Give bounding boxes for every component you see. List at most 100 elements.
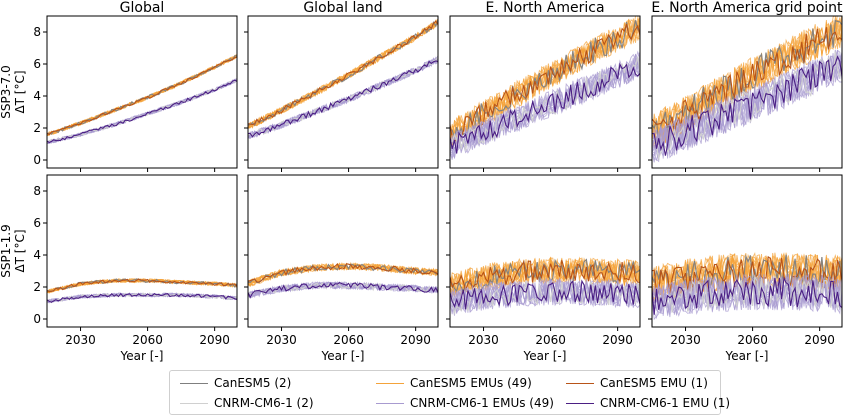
panel-frame xyxy=(46,174,238,328)
ensemble-line xyxy=(47,79,237,144)
single-emulation-line xyxy=(652,276,842,315)
x-tick-label: 2060 xyxy=(333,333,364,347)
row-label: SSP3-7.0 ΔT [°C] xyxy=(0,65,27,119)
x-tick-label: 2030 xyxy=(468,333,499,347)
ensemble-line xyxy=(47,278,237,293)
panel-frame xyxy=(449,174,641,328)
y-tick-label: 0 xyxy=(33,153,41,167)
legend-swatch xyxy=(566,382,594,384)
y-tick-label: 4 xyxy=(33,248,41,262)
panel-lines xyxy=(248,261,438,299)
legend-entry: CanESM5 EMU (1) xyxy=(566,373,732,393)
panel-frame xyxy=(651,174,843,328)
ensemble-line xyxy=(248,59,438,139)
single-emulation-line xyxy=(248,20,438,126)
panel-frame xyxy=(247,15,439,169)
x-tick-label: 2030 xyxy=(65,333,96,347)
single-emulation-line xyxy=(47,292,237,303)
panel-frame xyxy=(247,174,439,328)
ensemble-line xyxy=(47,79,237,144)
column-title: Global land xyxy=(303,0,382,16)
legend-label: CNRM-CM6-1 EMUs (49) xyxy=(410,396,554,410)
x-tick-label: 2090 xyxy=(400,333,431,347)
model-line xyxy=(248,263,438,284)
y-tick-label: 8 xyxy=(33,25,41,39)
column-title: E. North America xyxy=(485,0,604,16)
x-tick-label: 2060 xyxy=(737,333,768,347)
chart-panel: E. North America xyxy=(446,0,641,172)
single-emulation-line xyxy=(450,279,640,310)
ensemble-line xyxy=(652,53,842,159)
y-axis-label: ΔT [°C] xyxy=(13,229,27,272)
y-tick-label: 4 xyxy=(33,89,41,103)
panel-lines xyxy=(450,256,640,316)
x-tick-label: 2030 xyxy=(670,333,701,347)
ensemble-line xyxy=(248,281,438,299)
single-emulation-line xyxy=(652,255,842,295)
x-tick-label: 2090 xyxy=(602,333,633,347)
single-emulation-line xyxy=(450,62,640,154)
ensemble-line xyxy=(47,78,237,145)
panel-frame xyxy=(651,15,843,169)
y-axis-label: ΔT [°C] xyxy=(13,70,27,113)
ensemble-line xyxy=(47,53,237,136)
ensemble-line xyxy=(652,19,842,143)
panel-lines xyxy=(248,18,438,140)
legend-swatch xyxy=(376,382,404,384)
x-tick-label: 2030 xyxy=(266,333,297,347)
panel-lines xyxy=(652,16,842,163)
x-axis-label: Year [-] xyxy=(321,349,365,363)
single-emulation-line xyxy=(47,278,237,293)
legend-swatch xyxy=(566,402,594,404)
x-tick-label: 2090 xyxy=(199,333,230,347)
single-emulation-line xyxy=(47,56,237,136)
single-emulation-line xyxy=(652,55,842,156)
legend-label: CNRM-CM6-1 (2) xyxy=(214,396,314,410)
single-emulation-line xyxy=(47,79,237,144)
x-axis-label: Year [-] xyxy=(523,349,567,363)
y-tick-label: 0 xyxy=(33,312,41,326)
panel-lines xyxy=(652,252,842,321)
single-emulation-line xyxy=(248,281,438,299)
legend-label: CanESM5 EMUs (49) xyxy=(410,376,532,390)
single-emulation-line xyxy=(248,262,438,283)
ensemble-line xyxy=(47,78,237,144)
legend: CanESM5 (2) CanESM5 EMUs (49) CanESM5 EM… xyxy=(169,370,730,415)
model-line xyxy=(47,79,237,143)
legend-label: CanESM5 (2) xyxy=(214,376,292,390)
legend-entry: CanESM5 EMUs (49) xyxy=(376,373,566,393)
ensemble-line xyxy=(652,49,842,161)
legend-entry: CNRM-CM6-1 EMU (1) xyxy=(566,393,732,413)
ensemble-line xyxy=(47,79,237,144)
chart-panel: 2030 2060 2090 Year [-] xyxy=(648,174,843,363)
row-label: SSP1-1.9 ΔT [°C] xyxy=(0,224,27,278)
scenario-label: SSP1-1.9 xyxy=(0,224,13,278)
ensemble-line xyxy=(450,53,640,159)
scenario-label: SSP3-7.0 xyxy=(0,65,13,119)
legend-entry: CNRM-CM6-1 EMUs (49) xyxy=(376,393,566,413)
model-line xyxy=(652,274,842,313)
x-tick-label: 2060 xyxy=(535,333,566,347)
single-emulation-line xyxy=(450,260,640,292)
chart-panel: 0 2 4 6 8 Global xyxy=(33,0,238,172)
y-tick-label: 6 xyxy=(33,216,41,230)
panel-lines xyxy=(47,277,237,304)
legend-label: CanESM5 EMU (1) xyxy=(600,376,708,390)
legend-swatch xyxy=(180,382,208,384)
model-line xyxy=(248,56,438,136)
ensemble-line xyxy=(450,257,640,294)
y-tick-label: 2 xyxy=(33,280,41,294)
column-title: E. North America grid point xyxy=(651,0,843,16)
ensemble-line xyxy=(450,61,640,158)
ensemble-line xyxy=(47,79,237,145)
chart-panel: 0 2 4 6 8 2030 2060 2090 Year [-] xyxy=(33,174,238,363)
chart-panel: 2030 2060 2090 Year [-] xyxy=(446,174,641,363)
single-emulation-line xyxy=(652,27,842,135)
ensemble-line xyxy=(450,280,640,312)
ensemble-line xyxy=(248,262,438,286)
model-line xyxy=(47,55,237,135)
ensemble-line xyxy=(47,78,237,144)
model-line xyxy=(652,51,842,161)
x-tick-label: 2090 xyxy=(804,333,835,347)
legend-entry: CNRM-CM6-1 (2) xyxy=(180,393,376,413)
